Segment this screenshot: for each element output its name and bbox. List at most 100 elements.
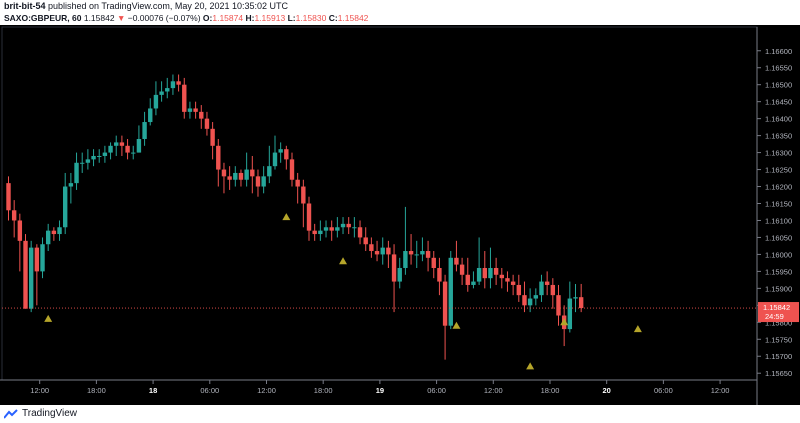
candle-body: [471, 281, 476, 285]
candle-body: [374, 251, 380, 255]
signal-marker: [44, 314, 53, 322]
candle-body: [556, 295, 561, 316]
signal-marker: [526, 362, 535, 370]
candle-body: [465, 274, 470, 285]
close-label: C:: [328, 13, 338, 23]
candle-body: [278, 149, 283, 153]
candle-body: [493, 267, 499, 275]
candle-body: [6, 183, 11, 211]
high-label: H:: [245, 13, 255, 23]
y-tick-label: 1.16550: [765, 64, 792, 73]
x-tick-label: 18: [149, 386, 157, 395]
symbol-line: SAXO:GBPEUR, 60 1.15842 ▼ −0.00076 (−0.0…: [4, 13, 368, 23]
candle-body: [386, 247, 391, 255]
chart-area[interactable]: 1.156501.157001.157501.158001.158501.159…: [0, 25, 800, 405]
candle-body: [63, 186, 68, 228]
y-tick-label: 1.15650: [765, 369, 792, 378]
candle-body: [97, 155, 102, 157]
candle-body: [454, 257, 459, 265]
candle-body: [295, 179, 300, 187]
candle-body: [312, 230, 317, 235]
candle-body: [272, 152, 278, 167]
candle-body: [142, 122, 147, 140]
candle-body: [182, 84, 187, 112]
candle-body: [148, 108, 153, 123]
tradingview-logo-icon: [4, 409, 18, 419]
candle-body: [255, 176, 261, 187]
candle-body: [476, 267, 482, 282]
candle-body: [131, 152, 136, 154]
candle-body: [522, 295, 527, 306]
footer: TradingView: [0, 405, 800, 423]
candle-body: [57, 227, 62, 235]
x-tick-label: 06:00: [427, 386, 446, 395]
x-tick-label: 06:00: [654, 386, 673, 395]
low-value: 1.15830: [295, 13, 327, 23]
candle-body: [176, 81, 181, 85]
y-tick-label: 1.15800: [765, 318, 792, 327]
candle-body: [45, 230, 51, 245]
symbol-label: SAXO:GBPEUR, 60: [4, 13, 82, 23]
close-value: 1.15842: [337, 13, 369, 23]
candle-body: [74, 162, 79, 184]
x-tick-label: 20: [603, 386, 611, 395]
plot-frame: [1, 26, 758, 381]
candle-body: [85, 159, 91, 163]
x-tick-label: 06:00: [200, 386, 219, 395]
change-arrow-icon: ▼: [116, 13, 126, 23]
candle-body: [329, 227, 334, 231]
candle-body: [91, 155, 96, 160]
candle-body: [289, 159, 295, 180]
candle-body: [306, 203, 312, 231]
y-tick-label: 1.15950: [765, 267, 792, 276]
candle-body: [482, 267, 487, 279]
candle-body: [573, 297, 578, 299]
candlestick-chart[interactable]: 1.156501.157001.157501.158001.158501.159…: [0, 25, 800, 405]
candle-body: [408, 251, 414, 255]
candle-body: [323, 227, 329, 231]
candle-body: [448, 257, 453, 326]
x-tick-label: 18:00: [314, 386, 333, 395]
x-tick-label: 18:00: [541, 386, 560, 395]
candle-body: [34, 247, 40, 272]
candle-body: [114, 142, 119, 146]
signal-marker: [282, 213, 291, 221]
candle-body: [301, 186, 306, 204]
candle-body: [357, 227, 363, 238]
high-value: 1.15913: [254, 13, 286, 23]
x-tick-label: 19: [376, 386, 384, 395]
candle-body: [425, 251, 431, 258]
candle-body: [227, 176, 232, 180]
y-tick-label: 1.15900: [765, 284, 792, 293]
x-tick-label: 12:00: [257, 386, 276, 395]
candle-body: [51, 230, 57, 235]
low-label: L:: [287, 13, 296, 23]
candle-body: [204, 118, 210, 129]
brand-label[interactable]: TradingView: [22, 408, 78, 419]
candle-body: [318, 230, 323, 235]
chart-header: brit-bit-54 published on TradingView.com…: [0, 0, 800, 25]
candle-body: [68, 183, 74, 187]
candle-body: [437, 267, 442, 282]
candle-body: [40, 244, 45, 272]
y-tick-label: 1.16200: [765, 183, 792, 192]
candle-body: [153, 94, 159, 109]
candle-body: [159, 91, 164, 95]
candle-body: [187, 108, 193, 112]
candle-body: [510, 281, 516, 285]
publish-line: brit-bit-54 published on TradingView.com…: [4, 1, 288, 11]
candle-body: [414, 254, 419, 256]
open-value: 1.15874: [212, 13, 244, 23]
author-name[interactable]: brit-bit-54: [4, 1, 46, 11]
candle-body: [102, 152, 108, 156]
candle-body: [238, 172, 244, 180]
candle-body: [210, 128, 215, 146]
y-tick-label: 1.16100: [765, 216, 792, 225]
candle-body: [244, 169, 249, 180]
last-price-label: 1.15842: [763, 303, 790, 312]
candle-body: [578, 297, 584, 309]
candle-body: [335, 227, 340, 231]
candle-body: [125, 145, 130, 153]
y-tick-label: 1.15750: [765, 335, 792, 344]
candle-body: [267, 166, 272, 177]
